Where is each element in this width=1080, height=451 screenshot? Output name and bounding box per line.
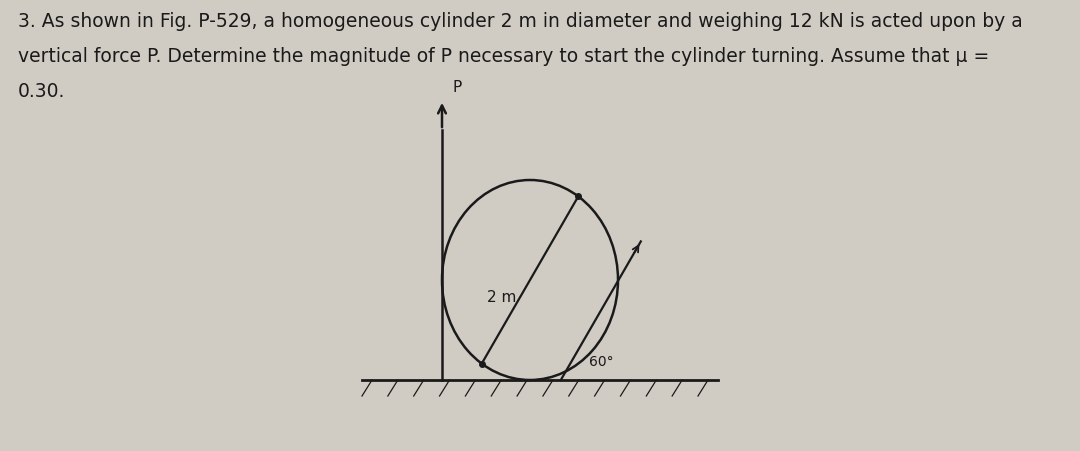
Text: P: P [453, 80, 461, 95]
Text: vertical force P. Determine the magnitude of P necessary to start the cylinder t: vertical force P. Determine the magnitud… [18, 47, 989, 66]
Text: 0.30.: 0.30. [18, 82, 66, 101]
Text: 60°: 60° [589, 355, 613, 369]
Text: 3. As shown in Fig. P-529, a homogeneous cylinder 2 m in diameter and weighing 1: 3. As shown in Fig. P-529, a homogeneous… [18, 12, 1023, 31]
Text: 2 m: 2 m [487, 290, 516, 305]
